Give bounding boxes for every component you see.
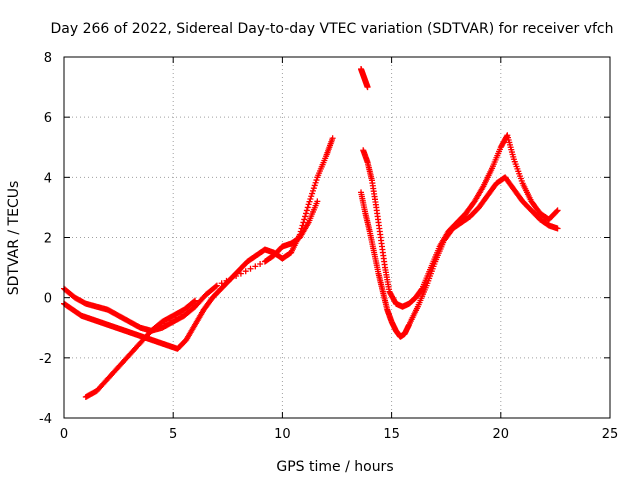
data-point-track-b xyxy=(257,260,264,267)
y-tick-label: 4 xyxy=(44,171,52,186)
data-point-track-a xyxy=(309,187,316,194)
data-point-track-b xyxy=(228,275,235,282)
data-point-track-b xyxy=(223,277,230,284)
data-point-track-a xyxy=(300,219,307,226)
data-point-track-f xyxy=(364,84,371,91)
data-point-track-e xyxy=(554,207,561,214)
data-point-track-a xyxy=(303,207,310,214)
data-point-track-b xyxy=(247,265,254,272)
x-tick-label: 0 xyxy=(60,427,68,442)
data-point-track-a xyxy=(309,190,316,197)
y-tick-label: 8 xyxy=(44,51,52,66)
data-point-track-a xyxy=(305,201,312,208)
data-point-track-b xyxy=(212,283,219,290)
data-point-track-b xyxy=(233,273,240,280)
data-point-track-a xyxy=(312,179,319,186)
data-point-track-a xyxy=(307,195,314,202)
data-point-track-a xyxy=(313,177,320,184)
data-point-track-b xyxy=(242,268,249,275)
data-point-track-e xyxy=(418,286,425,293)
data-point-track-a xyxy=(308,193,315,200)
x-axis-label: GPS time / hours xyxy=(276,459,393,475)
data-point-track-a xyxy=(311,182,318,189)
y-tick-label: 0 xyxy=(44,292,52,307)
data-point-track-b xyxy=(237,270,244,277)
x-tick-label: 5 xyxy=(169,427,177,442)
data-point-track-c xyxy=(192,297,199,304)
data-point-track-a xyxy=(304,204,311,211)
data-point-track-a xyxy=(302,210,309,217)
y-tick-label: -2 xyxy=(39,352,52,367)
data-point-track-c xyxy=(190,298,197,305)
data-point-track-e xyxy=(503,133,510,140)
data-point-track-b xyxy=(213,282,220,289)
data-point-track-d xyxy=(554,225,561,232)
data-points xyxy=(61,66,561,400)
y-tick-label: 2 xyxy=(44,232,52,247)
data-point-track-a xyxy=(310,185,317,192)
x-tick-label: 20 xyxy=(493,427,510,442)
data-point-track-a xyxy=(302,213,309,220)
data-point-track-b xyxy=(252,263,259,270)
data-point-track-a xyxy=(306,198,313,205)
y-axis-label: SDTVAR / TECUs xyxy=(6,181,22,296)
data-point-track-e xyxy=(553,208,560,215)
chart-title: Day 266 of 2022, Sidereal Day-to-day VTE… xyxy=(50,21,613,37)
grid-lines xyxy=(64,57,610,418)
data-point-track-a xyxy=(329,135,336,142)
data-point-track-a xyxy=(301,216,308,223)
data-point-track-b xyxy=(314,198,321,205)
data-point-track-b xyxy=(218,280,225,287)
y-tick-label: -4 xyxy=(39,412,52,427)
x-tick-label: 25 xyxy=(602,427,619,442)
x-tick-label: 10 xyxy=(274,427,291,442)
y-tick-label: 6 xyxy=(44,111,52,126)
axis-ticks: 0 5 10 15 20 25 -4 -2 0 2 4 6 8 xyxy=(39,51,618,442)
x-tick-label: 15 xyxy=(383,427,400,442)
